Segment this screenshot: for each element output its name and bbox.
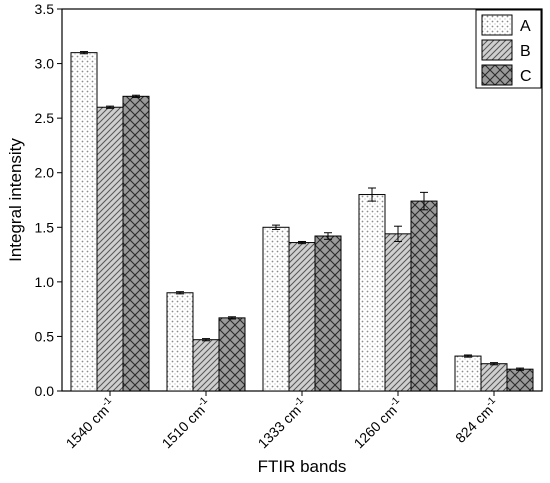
bar-B-3 xyxy=(384,233,412,392)
bar-C-4 xyxy=(506,368,534,392)
bar-B-4 xyxy=(480,363,508,392)
y-tick-label-1: 0.5 xyxy=(35,328,55,344)
y-tick-label-4: 2.0 xyxy=(35,165,55,181)
x-tick-label-4: 824 cm-1 xyxy=(451,395,502,446)
bar-C-3 xyxy=(410,200,438,392)
plot-area: 0.0 0.5 1.0 1.5 2.0 2.5 3.0 3.5 1540 cm-1 1510 c… xyxy=(35,1,543,452)
bar-C-1 xyxy=(218,317,246,392)
legend-swatch-C xyxy=(481,64,513,86)
legend-swatch-B xyxy=(481,39,513,61)
legend: ABC xyxy=(475,9,542,89)
bar-A-3 xyxy=(358,194,386,392)
x-axis-title: FTIR bands xyxy=(258,457,347,476)
x-tick-label-3: 1260 cm-1 xyxy=(350,395,407,452)
bars-group xyxy=(70,52,534,392)
bar-A-0 xyxy=(70,52,98,392)
x-tick-label-0: 1540 cm-1 xyxy=(62,395,119,452)
x-axis: 1540 cm-1 1510 cm-1 1333 cm-1 1260 cm-1 824 … xyxy=(62,391,502,452)
y-axis-title: Integral intensity xyxy=(6,138,25,262)
y-tick-label-6: 3.0 xyxy=(35,56,55,72)
bar-A-4 xyxy=(454,355,482,392)
y-tick-label-5: 2.5 xyxy=(35,110,55,126)
bar-A-2 xyxy=(262,226,290,392)
y-tick-label-3: 1.5 xyxy=(35,219,55,235)
y-tick-label-7: 3.5 xyxy=(35,1,55,17)
bar-C-2 xyxy=(314,235,342,392)
legend-swatch-A xyxy=(481,14,513,36)
bar-B-2 xyxy=(288,242,316,392)
y-tick-label-2: 1.0 xyxy=(35,274,55,290)
bar-B-1 xyxy=(192,339,220,392)
y-tick-label-0: 0.0 xyxy=(35,383,55,399)
bar-A-1 xyxy=(166,292,194,392)
x-tick-label-2: 1333 cm-1 xyxy=(254,395,311,452)
legend-label-C: C xyxy=(520,68,532,85)
bar-B-0 xyxy=(96,106,124,392)
legend-label-A: A xyxy=(520,18,531,35)
bar-C-0 xyxy=(122,95,150,392)
y-axis: 0.0 0.5 1.0 1.5 2.0 2.5 3.0 3.5 xyxy=(35,1,62,399)
x-tick-label-1: 1510 cm-1 xyxy=(158,395,215,452)
error-bars-group xyxy=(80,51,524,371)
legend-label-B: B xyxy=(520,43,531,60)
